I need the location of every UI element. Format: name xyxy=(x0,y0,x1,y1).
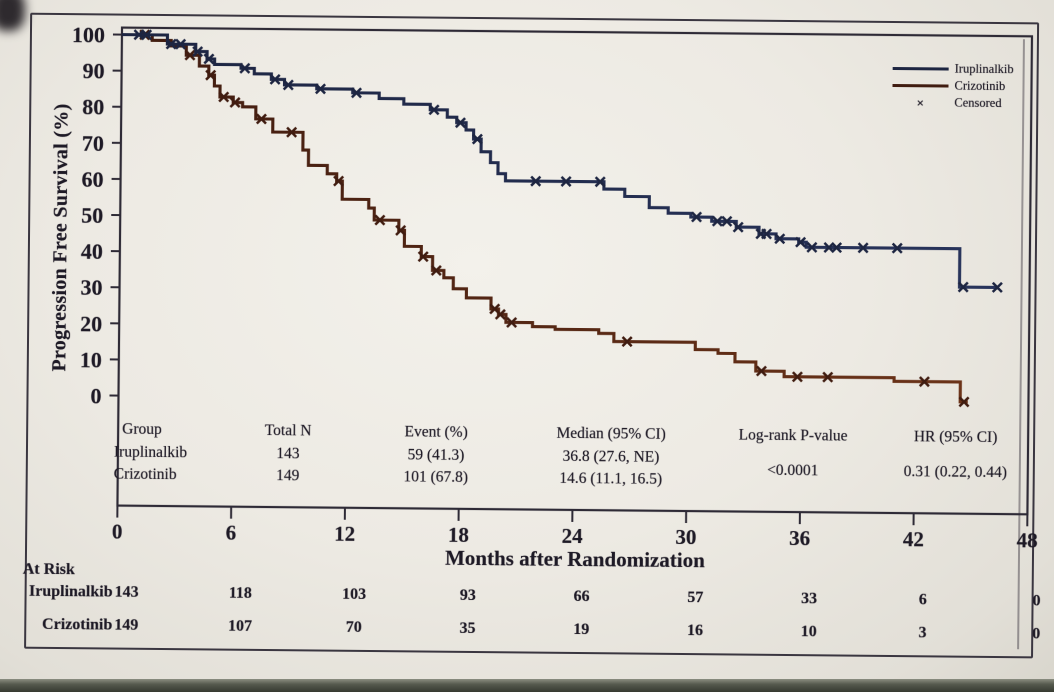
y-tick-label: 50 xyxy=(81,203,103,228)
censor-marks-iruplinalkib xyxy=(133,29,1003,293)
x-tick-label: 48 xyxy=(1017,528,1038,552)
y-tick-label: 60 xyxy=(81,167,103,192)
stats-logrank-p-value: <0.0001 xyxy=(767,461,819,479)
stats-header-event: Event (%) xyxy=(404,423,468,441)
at-risk-count: 107 xyxy=(227,617,253,635)
at-risk-count: 35 xyxy=(459,619,476,638)
stats-row-median: 36.8 (27.6, NE) xyxy=(562,447,660,466)
x-tick-label: 24 xyxy=(562,524,584,548)
stats-row-group: Iruplinalkib xyxy=(113,443,188,462)
stats-row-event: 101 (67.8) xyxy=(403,468,469,486)
at-risk-group-iruplinalkib: Iruplinalkib xyxy=(28,582,113,601)
x-tick-label: 36 xyxy=(789,526,810,550)
at-risk-count: 10 xyxy=(800,623,817,641)
y-tick-label: 80 xyxy=(82,94,104,119)
at-risk-count: 0 xyxy=(1032,592,1041,610)
y-tick-label: 40 xyxy=(81,239,103,264)
km-curve-crizotinib xyxy=(121,33,968,404)
at-risk-count: 33 xyxy=(800,590,818,608)
at-risk-label: At Risk xyxy=(22,560,75,579)
stats-row-median: 14.6 (11.1, 16.5) xyxy=(559,469,663,488)
stats-header-logrank: Log-rank P-value xyxy=(738,426,848,445)
stats-row-group: Crizotinib xyxy=(113,465,177,484)
y-tick-label: 30 xyxy=(80,275,102,300)
at-risk-count: 19 xyxy=(573,620,590,639)
km-curve-iruplinalkib xyxy=(121,33,998,289)
at-risk-count: 6 xyxy=(918,591,927,609)
stats-header-median: Median (95% CI) xyxy=(556,424,666,443)
stats-header-group: Group xyxy=(122,420,162,438)
at-risk-count: 3 xyxy=(918,624,927,642)
legend-label: Censored xyxy=(954,95,1002,111)
legend-item-iruplinalkib: Iruplinalkib xyxy=(892,60,1051,79)
stats-row-total: 143 xyxy=(276,445,300,463)
x-tick-label: 18 xyxy=(448,523,469,547)
x-tick-label: 12 xyxy=(334,522,355,546)
x-tick-label: 0 xyxy=(112,520,123,544)
at-risk-group-crizotinib: Crizotinib xyxy=(41,615,113,634)
x-tick-label: 6 xyxy=(226,521,237,545)
at-risk-count: 143 xyxy=(114,583,139,601)
at-risk-count: 0 xyxy=(1032,625,1041,643)
censor-marks-crizotinib xyxy=(139,29,970,408)
photo-bottom-edge xyxy=(0,679,1054,692)
stats-header-total-n: Total N xyxy=(264,421,312,440)
at-risk-count: 16 xyxy=(686,622,704,640)
legend: Iruplinalkib Crizotinib × Censored xyxy=(892,60,1050,113)
stats-row-event: 59 (41.3) xyxy=(407,446,465,464)
x-tick-label: 30 xyxy=(675,525,696,549)
legend-item-censored: × Censored xyxy=(892,94,1050,113)
y-tick-label: 70 xyxy=(82,131,104,156)
iruplinalkib-line-swatch xyxy=(892,66,949,71)
y-axis-title: Progression Free Survival (%) xyxy=(48,103,73,372)
legend-label: Iruplinalkib xyxy=(954,61,1014,77)
stats-row-total: 149 xyxy=(276,467,300,485)
stats-header-hr: HR (95% CI) xyxy=(913,428,998,447)
y-tick-label: 90 xyxy=(82,58,104,83)
censored-marker-icon: × xyxy=(916,95,925,111)
legend-label: Crizotinib xyxy=(954,78,1006,94)
at-risk-count: 103 xyxy=(342,585,367,603)
x-tick-label: 42 xyxy=(903,527,924,551)
y-tick-label: 100 xyxy=(72,22,105,47)
at-risk-count: 57 xyxy=(687,589,704,607)
crizotinib-line-swatch xyxy=(892,83,949,88)
stats-hazard-ratio: 0.31 (0.22, 0.44) xyxy=(903,462,1008,481)
at-risk-count: 93 xyxy=(459,586,476,605)
at-risk-count: 149 xyxy=(114,616,139,634)
y-tick-label: 10 xyxy=(80,347,102,372)
at-risk-count: 70 xyxy=(345,618,362,636)
at-risk-count: 66 xyxy=(573,587,590,606)
x-axis-title: Months after Randomization xyxy=(444,545,705,573)
y-tick-label: 0 xyxy=(90,383,101,408)
photo-corner-shadow xyxy=(0,0,25,31)
legend-item-crizotinib: Crizotinib xyxy=(892,77,1050,96)
y-tick-label: 20 xyxy=(80,311,102,336)
at-risk-count: 118 xyxy=(228,584,252,602)
stats-table: Group Total N Event (%) Median (95% CI) … xyxy=(106,418,1028,494)
